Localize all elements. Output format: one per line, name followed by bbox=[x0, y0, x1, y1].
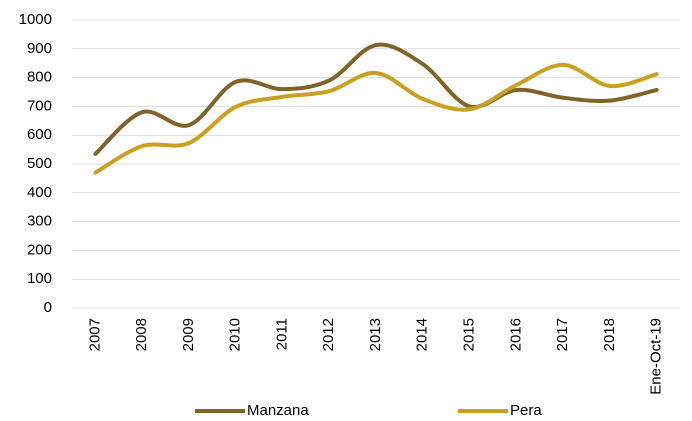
y-tick-label: 400 bbox=[27, 184, 52, 201]
y-tick-label: 600 bbox=[27, 126, 52, 143]
x-tick-label: 2015 bbox=[461, 318, 478, 351]
series-line bbox=[93, 62, 659, 175]
x-tick-label: 2017 bbox=[554, 318, 571, 351]
x-tick-label: 2018 bbox=[601, 318, 618, 351]
x-tick-label: 2007 bbox=[86, 318, 103, 351]
legend-label: Manzana bbox=[247, 402, 309, 419]
x-tick-label: 2009 bbox=[180, 318, 197, 351]
x-tick-label: 2014 bbox=[414, 318, 431, 351]
y-tick-label: 100 bbox=[27, 270, 52, 287]
x-tick-label: 2011 bbox=[273, 318, 290, 350]
y-tick-label: 800 bbox=[27, 69, 52, 86]
y-tick-label: 700 bbox=[27, 97, 52, 114]
x-tick-label: 2008 bbox=[133, 318, 150, 351]
y-tick-label: 200 bbox=[27, 241, 52, 258]
x-tick-label: 2012 bbox=[320, 318, 337, 351]
x-tick-label: 2013 bbox=[367, 318, 384, 351]
x-tick-label: 2016 bbox=[507, 318, 524, 351]
y-tick-label: 300 bbox=[27, 213, 52, 230]
x-tick-label: 2010 bbox=[227, 318, 244, 351]
y-tick-label: 900 bbox=[27, 40, 52, 57]
legend-label: Pera bbox=[510, 402, 542, 419]
y-tick-label: 1000 bbox=[19, 11, 52, 28]
y-tick-label: 0 bbox=[44, 299, 52, 316]
x-tick-label: Ene-Oct-19 bbox=[648, 318, 665, 395]
y-tick-label: 500 bbox=[27, 155, 52, 172]
series-line bbox=[93, 42, 659, 156]
